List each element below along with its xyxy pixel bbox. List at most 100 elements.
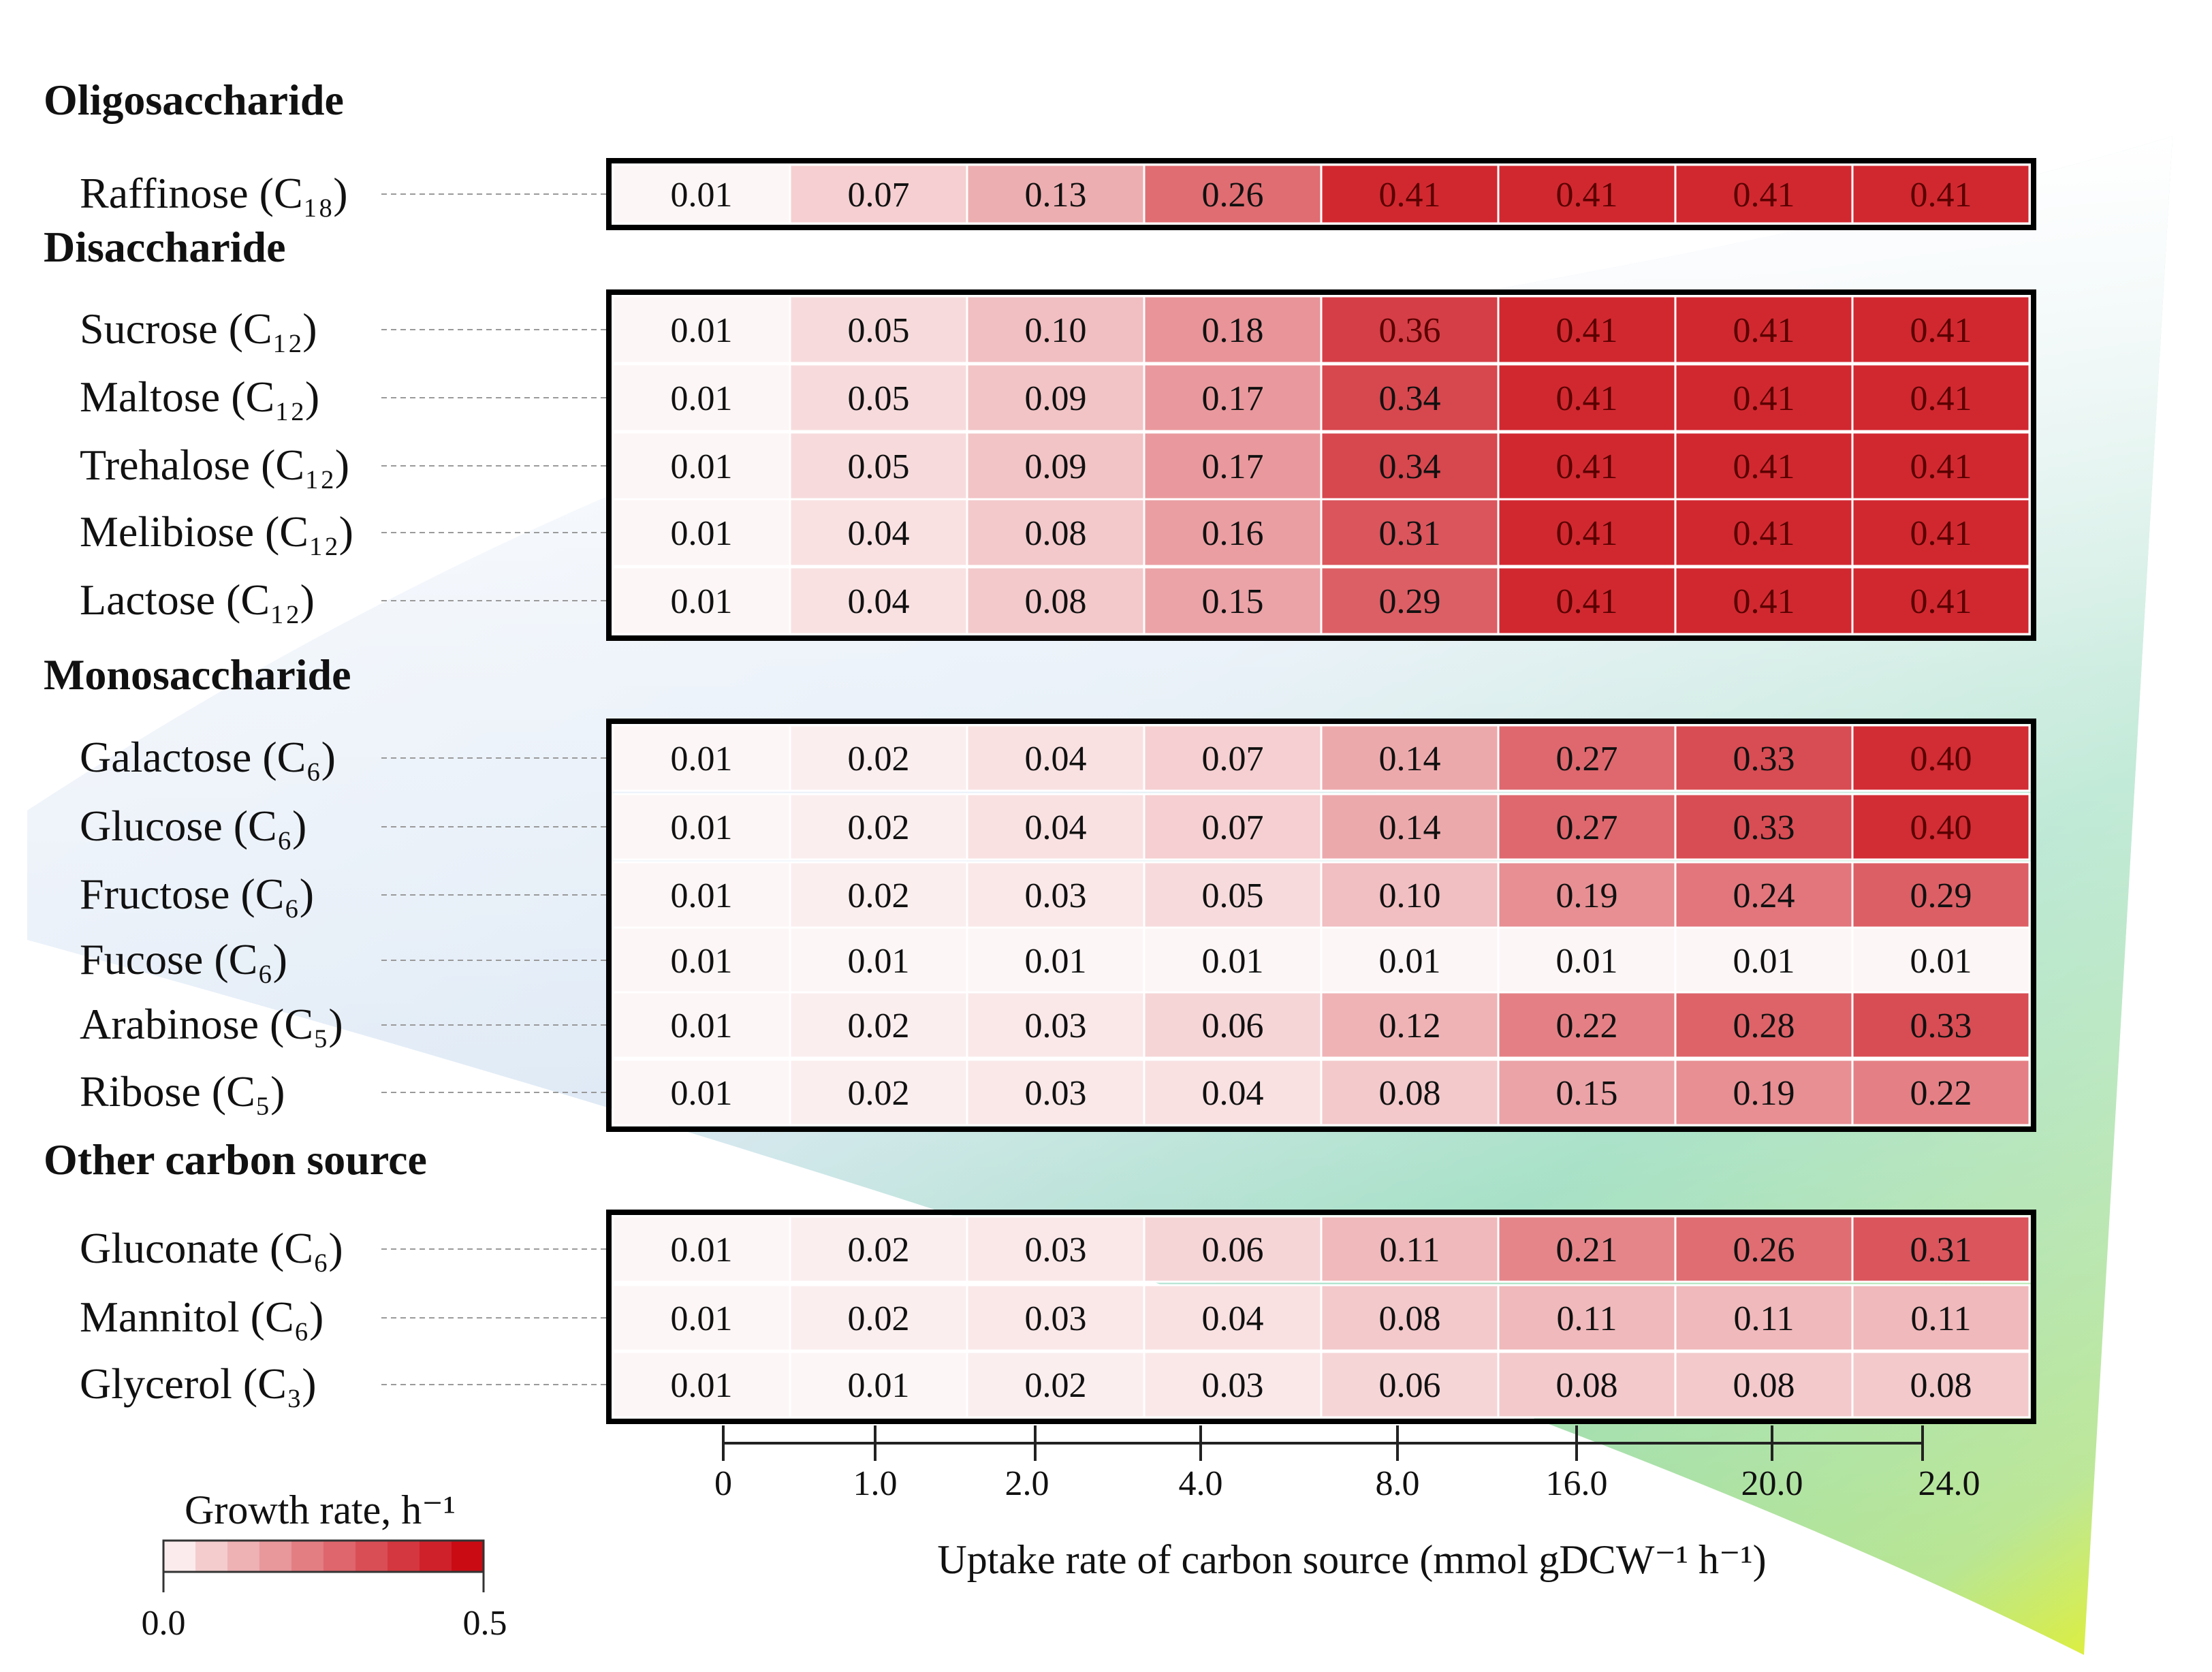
cell-value: 0.11 <box>1379 1231 1440 1269</box>
cell-value: 0.26 <box>1202 176 1264 215</box>
heatmap-cell <box>1851 991 2031 1059</box>
row-label: Arabinose (C₅) <box>80 1000 343 1048</box>
heatmap-cell <box>1497 1284 1677 1352</box>
cell-value: 0.07 <box>1202 740 1264 778</box>
cell-value: 0.41 <box>1733 176 1795 215</box>
cell-value: 0.14 <box>1379 808 1441 847</box>
heatmap-cell <box>1497 431 1677 501</box>
heatmap-cell <box>1320 498 1500 567</box>
cell-value: 0.01 <box>848 1366 910 1405</box>
heatmap-cell <box>1674 1351 1854 1419</box>
cell-value: 0.01 <box>671 808 733 847</box>
heatmap-cell <box>1497 861 1677 929</box>
colorbar-swatch <box>259 1541 291 1572</box>
heatmap-cell <box>1143 1351 1323 1419</box>
heatmap-cell <box>1497 724 1677 792</box>
cell-value: 0.19 <box>1556 877 1618 915</box>
heatmap-cell <box>1497 926 1677 994</box>
heatmap-cell <box>1851 1215 2031 1283</box>
cell-value: 0.41 <box>1733 582 1795 621</box>
cell-value: 0.02 <box>848 1299 910 1338</box>
x-tick-label: 8.0 <box>1376 1464 1420 1503</box>
cell-value: 0.19 <box>1733 1074 1795 1113</box>
cell-value: 0.06 <box>1379 1366 1441 1405</box>
heatmap-cell <box>1674 1215 1854 1283</box>
group-frame <box>606 1210 2036 1424</box>
cell-value: 0.34 <box>1379 379 1441 418</box>
cell-value: 0.08 <box>1379 1074 1441 1113</box>
heatmap-cell <box>1497 1215 1677 1283</box>
cell-value: 0.04 <box>1202 1074 1264 1113</box>
heatmap-cell <box>1143 566 1323 635</box>
group-frame <box>606 289 2036 641</box>
heatmap-cell <box>1143 991 1323 1059</box>
cell-value: 0.01 <box>671 1007 733 1045</box>
cell-value: 0.06 <box>1202 1007 1264 1045</box>
heatmap-cell <box>1497 566 1677 635</box>
cell-value: 0.11 <box>1556 1299 1617 1338</box>
cell-value: 0.02 <box>848 1007 910 1045</box>
heatmap-cell <box>1143 1284 1323 1352</box>
x-tick-label: 20.0 <box>1741 1464 1803 1503</box>
cell-value: 0.01 <box>671 311 733 350</box>
cell-value: 0.03 <box>1202 1366 1264 1405</box>
cell-value: 0.02 <box>848 1074 910 1113</box>
x-axis-title: Uptake rate of carbon source (mmol gDCW⁻… <box>937 1537 1766 1582</box>
heatmap-cell <box>789 431 968 501</box>
row-label: Galactose (C₆) <box>80 733 336 781</box>
heatmap-cell <box>1320 431 1500 501</box>
heatmap-cell <box>966 1284 1146 1352</box>
cell-value: 0.01 <box>671 1231 733 1269</box>
cell-value: 0.17 <box>1202 447 1264 486</box>
group-title: Monosaccharide <box>44 650 351 699</box>
cell-value: 0.05 <box>1202 877 1264 915</box>
cell-value: 0.40 <box>1910 808 1972 847</box>
heatmap-cell <box>612 1284 791 1352</box>
heatmap-cell <box>1320 1351 1500 1419</box>
heatmap-cell <box>1497 1058 1677 1126</box>
cell-value: 0.07 <box>848 176 910 215</box>
cell-value: 0.01 <box>1733 942 1795 981</box>
heatmap-cell <box>1143 1058 1323 1126</box>
cell-value: 0.07 <box>1202 808 1264 847</box>
heatmap-cell <box>612 566 791 635</box>
x-tick-label: 1.0 <box>853 1464 898 1503</box>
cell-value: 0.41 <box>1733 311 1795 350</box>
cell-value: 0.01 <box>671 740 733 778</box>
cell-value: 0.15 <box>1556 1074 1618 1113</box>
cell-value: 0.41 <box>1910 514 1972 553</box>
cell-value: 0.01 <box>671 582 733 621</box>
cell-value: 0.22 <box>1556 1007 1618 1045</box>
colorbar-swatch <box>195 1541 227 1572</box>
cell-value: 0.09 <box>1025 447 1087 486</box>
colorbar-swatch <box>388 1541 420 1572</box>
heatmap-cell <box>1143 363 1323 432</box>
cell-value: 0.41 <box>1910 379 1972 418</box>
cell-value: 0.04 <box>1202 1299 1264 1338</box>
group-frames <box>606 158 2036 1424</box>
cell-value: 0.03 <box>1025 1074 1087 1113</box>
heatmap-cell <box>1674 498 1854 567</box>
heatmap-cell <box>1851 566 2031 635</box>
cell-value: 0.09 <box>1025 379 1087 418</box>
cell-value: 0.11 <box>1910 1299 1971 1338</box>
heatmap-cell <box>966 991 1146 1059</box>
heatmap-cell <box>789 363 968 432</box>
cell-value: 0.27 <box>1556 740 1618 778</box>
cell-value: 0.08 <box>1556 1366 1618 1405</box>
cell-value: 0.01 <box>1556 942 1618 981</box>
colorbar-swatch <box>227 1541 259 1572</box>
heatmap-cell <box>1320 363 1500 432</box>
row-label: Gluconate (C₆) <box>80 1224 343 1272</box>
colorbar-swatches <box>162 1539 485 1592</box>
cell-value: 0.11 <box>1733 1299 1794 1338</box>
heatmap-cell <box>1320 793 1500 861</box>
heatmap-cell <box>1320 926 1500 994</box>
cell-value: 0.29 <box>1910 877 1972 915</box>
cell-value: 0.01 <box>671 379 733 418</box>
cell-value: 0.31 <box>1379 514 1441 553</box>
heatmap-cell <box>1143 1215 1323 1283</box>
heatmap-cell <box>789 1058 968 1126</box>
heatmap-cell <box>1320 991 1500 1059</box>
